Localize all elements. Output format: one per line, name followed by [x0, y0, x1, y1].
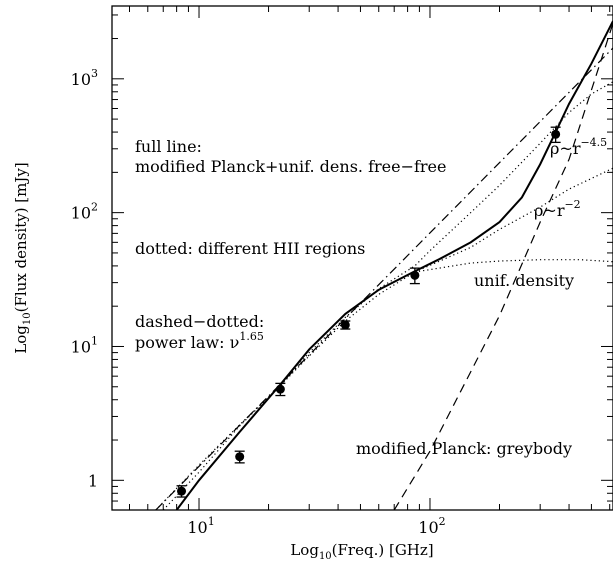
x-axis-label-suffix: (Freq.) [GHz]: [332, 541, 434, 559]
annotation-dashdot-title: dashed−dotted:: [135, 312, 264, 331]
y-axis-label-prefix: Log: [12, 325, 30, 354]
y-tick-label-base: 10: [71, 204, 91, 223]
curve-dotted: [155, 259, 613, 510]
annotation-dashdot-text: power law: ν: [135, 333, 239, 352]
curve-dashed: [393, 23, 613, 510]
y-tick-label-base: 1: [88, 471, 98, 490]
curve-dotted: [162, 81, 613, 510]
x-tick-label-base: 10: [187, 518, 207, 537]
annotation-rho-r45-exponent: −4.5: [580, 136, 607, 149]
annotation-rho-r45: ρ~r−4.5: [550, 136, 607, 158]
annotation-dashdot-desc: power law: ν1.65: [135, 330, 264, 352]
x-tick-label: 101: [187, 515, 214, 537]
y-tick-label-exponent: 3: [91, 67, 98, 80]
data-point: [275, 384, 285, 394]
annotation-modified-planck: modified Planck: greybody: [356, 439, 572, 458]
y-tick-label-base: 10: [71, 70, 91, 89]
curve-solid: [175, 20, 613, 510]
y-tick-label-exponent: 1: [91, 334, 98, 347]
annotation-dotted: dotted: different HII regions: [135, 239, 365, 258]
x-tick-label-exponent: 1: [208, 515, 215, 528]
annotation-rho-r45-text: ρ~r: [550, 139, 581, 158]
y-axis-label-suffix: (Flux density) [mJy]: [12, 162, 30, 312]
x-tick-label-exponent: 2: [439, 515, 446, 528]
data-point: [177, 486, 187, 496]
plot-frame: [111, 5, 613, 511]
x-axis-label-sub: 10: [319, 551, 332, 562]
y-axis-label: Log10(Flux density) [mJy]: [12, 162, 33, 353]
annotation-full-line-title: full line:: [135, 137, 202, 156]
data-point: [410, 270, 420, 280]
x-axis-label-prefix: Log: [290, 541, 319, 559]
y-tick-label: 103: [71, 67, 98, 89]
minor-ticks: [112, 6, 613, 511]
annotation-rho-r2: ρ~r−2: [534, 198, 581, 220]
annotation-rho-r2-exponent: −2: [564, 198, 580, 211]
data-point: [551, 129, 561, 139]
y-axis-label-sub: 10: [22, 312, 33, 325]
model-curves: [155, 20, 613, 510]
x-axis-label: Log10(Freq.) [GHz]: [290, 541, 433, 562]
y-tick-label: 101: [71, 334, 98, 356]
annotation-rho-r2-text: ρ~r: [534, 201, 565, 220]
curve-dashdot: [155, 47, 613, 510]
y-tick-label-base: 10: [71, 337, 91, 356]
data-point: [235, 452, 245, 462]
y-tick-label-exponent: 2: [91, 201, 98, 214]
y-tick-label: 1: [88, 471, 98, 490]
x-tick-label-base: 10: [418, 518, 438, 537]
annotation-full-line-desc: modified Planck+unif. dens. free−free: [135, 157, 447, 176]
annotation-dashdot-exponent: 1.65: [239, 330, 264, 343]
data-point: [340, 320, 350, 330]
x-tick-label: 102: [418, 515, 445, 537]
measurements: [176, 126, 561, 498]
y-tick-label: 102: [71, 201, 98, 223]
annotation-unif-density: unif. density: [474, 271, 574, 290]
